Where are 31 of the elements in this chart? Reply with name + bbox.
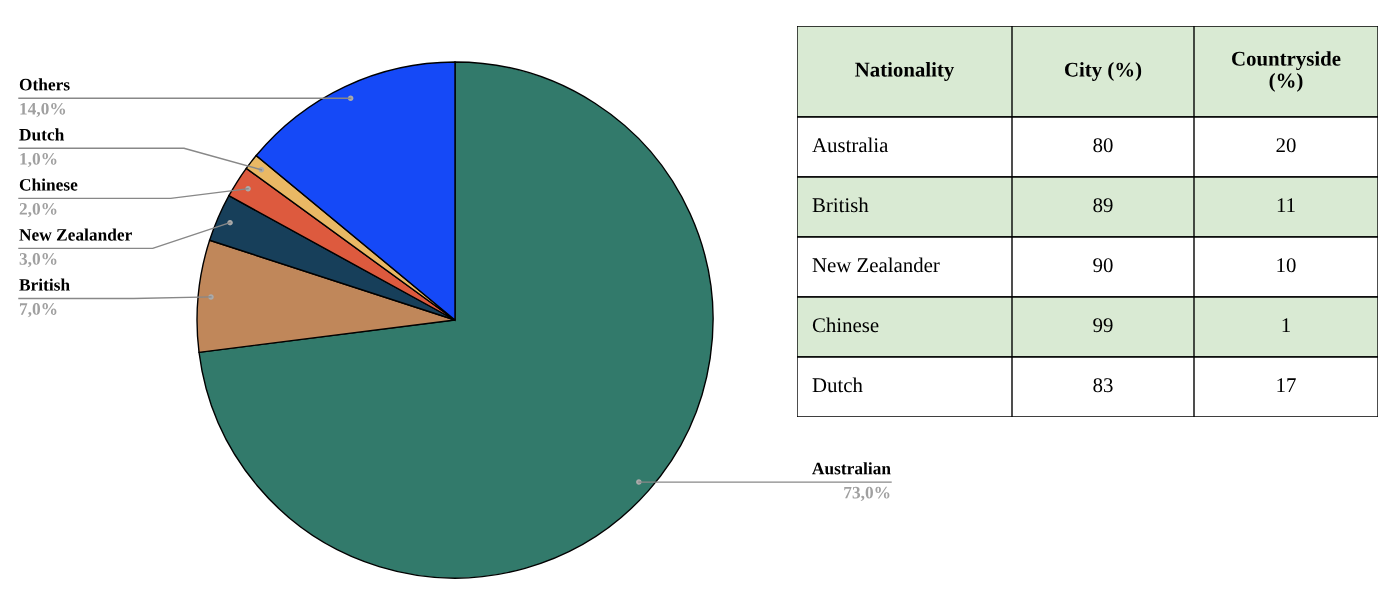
- y-tick-label: Dutch: [812, 377, 863, 393]
- data-label: 10: [1277, 258, 1296, 273]
- data-label: 80: [1093, 138, 1113, 153]
- x-tick-label: Countryside (%): [1232, 51, 1341, 92]
- data-label: 11: [1277, 198, 1295, 213]
- y-tick-label: New Zealander: [812, 257, 940, 273]
- y-tick-label: Chinese: [812, 317, 879, 333]
- data-label: 14,0%: [20, 102, 66, 118]
- slice-label: Chinese: [19, 178, 78, 191]
- data-label: 83: [1093, 378, 1113, 393]
- slice-label: New Zealander: [19, 228, 132, 241]
- data-label: 90: [1093, 258, 1113, 273]
- x-tick-label: City (%): [1064, 62, 1142, 81]
- data-label: 99: [1093, 318, 1113, 333]
- slice-label: British: [19, 278, 70, 291]
- data-label: 17: [1277, 378, 1296, 393]
- data-label: 89: [1093, 198, 1113, 213]
- data-label: 2,0%: [19, 203, 57, 218]
- slice-label: Australian: [812, 462, 891, 475]
- y-axis-title: Nationality: [855, 62, 955, 81]
- data-label: 3,0%: [19, 253, 57, 268]
- pie-slice: [198, 61, 714, 579]
- data-label: 73,0%: [844, 486, 890, 501]
- y-tick-label: Australia: [812, 137, 889, 153]
- data-label: 1,0%: [20, 152, 57, 168]
- slice-label: Others: [19, 78, 70, 91]
- y-tick-label: British: [812, 197, 869, 213]
- slice-label: Dutch: [19, 128, 65, 141]
- data-label: 7,0%: [19, 303, 57, 318]
- data-label: 1: [1282, 318, 1290, 333]
- data-label: 20: [1276, 138, 1296, 153]
